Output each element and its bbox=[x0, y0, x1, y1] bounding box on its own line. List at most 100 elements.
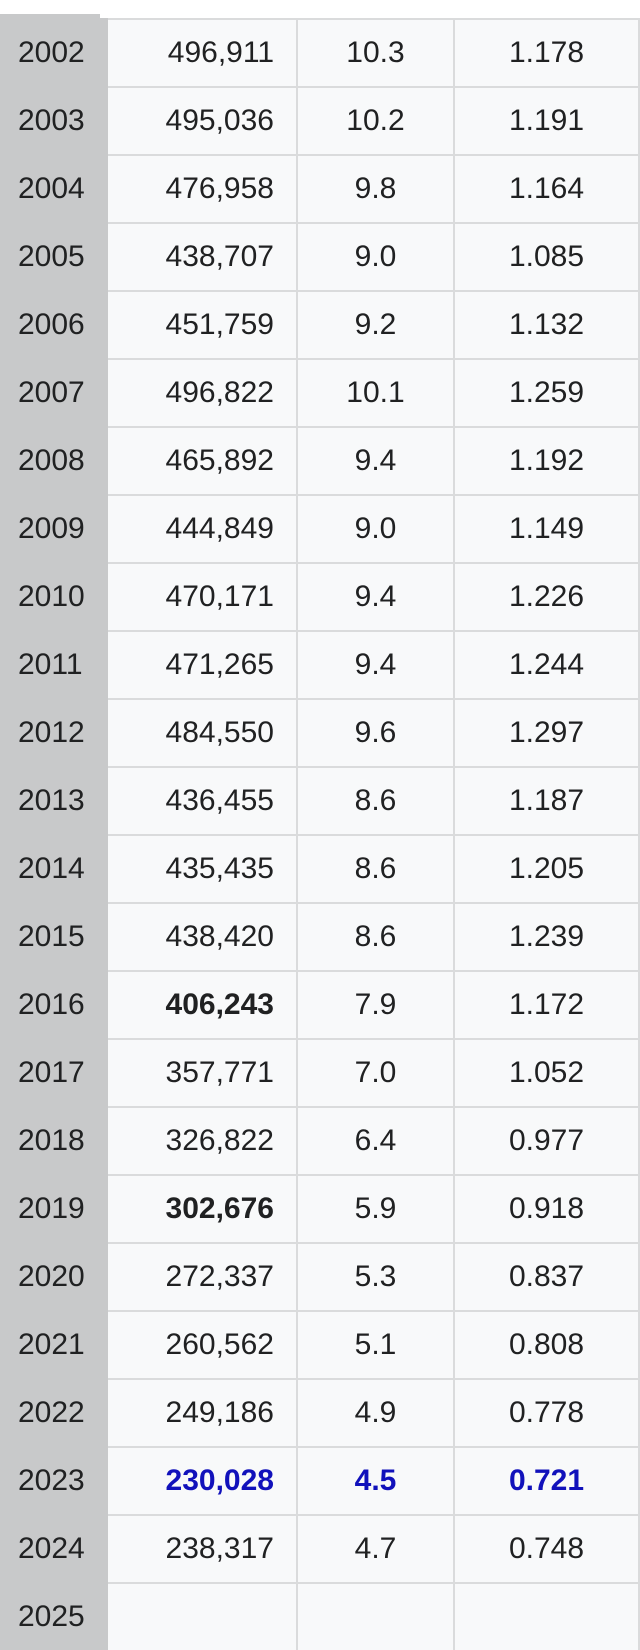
fertility-rate-cell: 0.918 bbox=[453, 1174, 640, 1244]
births-cell: 230,028 bbox=[106, 1446, 298, 1516]
data-table-container[interactable]: 2002 496,911 10.3 1.178 2003 495,036 10.2 1.191… bbox=[0, 18, 640, 1650]
births-cell: 249,186 bbox=[106, 1378, 298, 1448]
births-cell: 471,265 bbox=[106, 630, 298, 700]
fertility-rate-cell: 1.226 bbox=[453, 562, 640, 632]
year-cell: 2009 bbox=[0, 494, 108, 564]
birth-rate-cell: 5.9 bbox=[296, 1174, 455, 1244]
birth-rate-cell: 4.5 bbox=[296, 1446, 455, 1516]
table-row: 2025 bbox=[0, 1582, 640, 1650]
year-cell: 2023 bbox=[0, 1446, 108, 1516]
births-cell: 357,771 bbox=[106, 1038, 298, 1108]
table-row: 2017 357,771 7.0 1.052 bbox=[0, 1038, 640, 1108]
fertility-rate-cell: 1.244 bbox=[453, 630, 640, 700]
births-cell: 476,958 bbox=[106, 154, 298, 224]
birth-rate-cell: 4.9 bbox=[296, 1378, 455, 1448]
table-row: 2015 438,420 8.6 1.239 bbox=[0, 902, 640, 972]
year-cell: 2018 bbox=[0, 1106, 108, 1176]
year-cell: 2002 bbox=[0, 18, 108, 88]
births-cell: 435,435 bbox=[106, 834, 298, 904]
year-cell: 2022 bbox=[0, 1378, 108, 1448]
year-cell: 2007 bbox=[0, 358, 108, 428]
birth-rate-cell: 9.4 bbox=[296, 562, 455, 632]
year-cell: 2011 bbox=[0, 630, 108, 700]
birth-rate-cell: 8.6 bbox=[296, 902, 455, 972]
birth-rate-cell: 9.4 bbox=[296, 426, 455, 496]
table-row: 2002 496,911 10.3 1.178 bbox=[0, 18, 640, 88]
table-row: 2020 272,337 5.3 0.837 bbox=[0, 1242, 640, 1312]
table-row: 2014 435,435 8.6 1.205 bbox=[0, 834, 640, 904]
table-row: 2013 436,455 8.6 1.187 bbox=[0, 766, 640, 836]
births-cell: 484,550 bbox=[106, 698, 298, 768]
births-cell bbox=[106, 1582, 298, 1650]
births-cell: 406,243 bbox=[106, 970, 298, 1040]
year-cell: 2014 bbox=[0, 834, 108, 904]
birth-rate-cell: 9.0 bbox=[296, 494, 455, 564]
year-cell: 2013 bbox=[0, 766, 108, 836]
births-cell: 238,317 bbox=[106, 1514, 298, 1584]
birth-rate-cell: 9.8 bbox=[296, 154, 455, 224]
births-cell: 444,849 bbox=[106, 494, 298, 564]
births-cell: 438,707 bbox=[106, 222, 298, 292]
year-cell: 2003 bbox=[0, 86, 108, 156]
births-cell: 326,822 bbox=[106, 1106, 298, 1176]
fertility-rate-cell: 1.259 bbox=[453, 358, 640, 428]
birth-rate-cell: 10.2 bbox=[296, 86, 455, 156]
birth-rate-cell: 6.4 bbox=[296, 1106, 455, 1176]
year-cell: 2025 bbox=[0, 1582, 108, 1650]
table-row: 2004 476,958 9.8 1.164 bbox=[0, 154, 640, 224]
table-top-edge bbox=[0, 0, 640, 18]
table-row: 2007 496,822 10.1 1.259 bbox=[0, 358, 640, 428]
fertility-rate-cell: 1.149 bbox=[453, 494, 640, 564]
births-cell: 436,455 bbox=[106, 766, 298, 836]
table-row: 2022 249,186 4.9 0.778 bbox=[0, 1378, 640, 1448]
births-cell: 465,892 bbox=[106, 426, 298, 496]
births-cell: 302,676 bbox=[106, 1174, 298, 1244]
birth-rate-cell bbox=[296, 1582, 455, 1650]
births-cell: 272,337 bbox=[106, 1242, 298, 1312]
year-cell: 2005 bbox=[0, 222, 108, 292]
year-cell: 2004 bbox=[0, 154, 108, 224]
table-row: 2019 302,676 5.9 0.918 bbox=[0, 1174, 640, 1244]
table-row: 2012 484,550 9.6 1.297 bbox=[0, 698, 640, 768]
birth-rate-cell: 5.1 bbox=[296, 1310, 455, 1380]
fertility-rate-cell: 1.191 bbox=[453, 86, 640, 156]
table-row: 2003 495,036 10.2 1.191 bbox=[0, 86, 640, 156]
birth-rate-cell: 9.4 bbox=[296, 630, 455, 700]
table-row: 2016 406,243 7.9 1.172 bbox=[0, 970, 640, 1040]
fertility-rate-cell: 0.977 bbox=[453, 1106, 640, 1176]
birth-rate-cell: 9.2 bbox=[296, 290, 455, 360]
birth-rate-cell: 8.6 bbox=[296, 834, 455, 904]
births-cell: 470,171 bbox=[106, 562, 298, 632]
birth-rate-cell: 7.0 bbox=[296, 1038, 455, 1108]
births-cell: 496,822 bbox=[106, 358, 298, 428]
birth-rate-cell: 9.0 bbox=[296, 222, 455, 292]
table-row: 2006 451,759 9.2 1.132 bbox=[0, 290, 640, 360]
table-row: 2024 238,317 4.7 0.748 bbox=[0, 1514, 640, 1584]
year-cell: 2015 bbox=[0, 902, 108, 972]
year-cell: 2016 bbox=[0, 970, 108, 1040]
fertility-rate-cell: 1.164 bbox=[453, 154, 640, 224]
table-top-stub bbox=[0, 14, 100, 18]
table-row: 2008 465,892 9.4 1.192 bbox=[0, 426, 640, 496]
births-cell: 451,759 bbox=[106, 290, 298, 360]
year-cell: 2017 bbox=[0, 1038, 108, 1108]
fertility-rate-cell: 1.132 bbox=[453, 290, 640, 360]
table-body: 2002 496,911 10.3 1.178 2003 495,036 10.2 1.191… bbox=[0, 18, 640, 1650]
table-row: 2009 444,849 9.0 1.149 bbox=[0, 494, 640, 564]
table-row: 2010 470,171 9.4 1.226 bbox=[0, 562, 640, 632]
fertility-rate-cell: 1.239 bbox=[453, 902, 640, 972]
table-row: 2005 438,707 9.0 1.085 bbox=[0, 222, 640, 292]
year-cell: 2008 bbox=[0, 426, 108, 496]
births-table: 2002 496,911 10.3 1.178 2003 495,036 10.2 1.191… bbox=[0, 18, 640, 1650]
births-cell: 496,911 bbox=[106, 18, 298, 88]
birth-rate-cell: 8.6 bbox=[296, 766, 455, 836]
fertility-rate-cell bbox=[453, 1582, 640, 1650]
fertility-rate-cell: 1.297 bbox=[453, 698, 640, 768]
fertility-rate-cell: 1.178 bbox=[453, 18, 640, 88]
table-row: 2011 471,265 9.4 1.244 bbox=[0, 630, 640, 700]
year-cell: 2024 bbox=[0, 1514, 108, 1584]
year-cell: 2010 bbox=[0, 562, 108, 632]
birth-rate-cell: 7.9 bbox=[296, 970, 455, 1040]
births-cell: 438,420 bbox=[106, 902, 298, 972]
year-cell: 2021 bbox=[0, 1310, 108, 1380]
